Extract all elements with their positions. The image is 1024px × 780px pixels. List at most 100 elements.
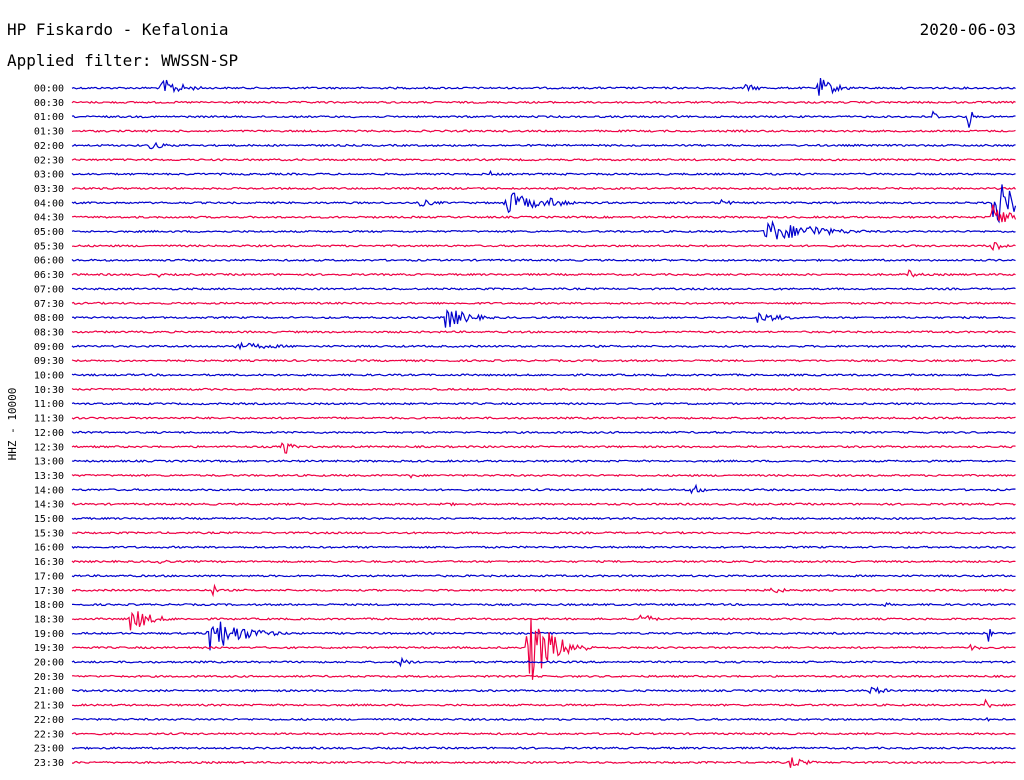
row-time-label: 18:00 [34, 600, 64, 611]
date-label: 2020-06-03 [920, 20, 1016, 39]
trace-line [71, 184, 1017, 224]
trace-line [71, 373, 1016, 377]
trace-line [71, 483, 1016, 495]
trace-line [71, 656, 1016, 668]
row-time-label: 05:00 [34, 227, 64, 238]
row-time-label: 11:00 [34, 399, 64, 410]
row-time-label: 22:00 [34, 715, 64, 726]
row-time-label: 08:30 [34, 327, 64, 338]
trace-line [71, 416, 1016, 420]
trace-line [71, 242, 1016, 252]
trace-line [71, 459, 1016, 463]
row-time-label: 12:00 [34, 428, 64, 439]
row-time-label: 11:30 [34, 414, 64, 425]
trace-line [71, 387, 1016, 392]
row-time-label: 18:30 [34, 614, 64, 625]
trace-line [71, 219, 1016, 240]
trace-line [71, 601, 1016, 608]
row-time-label: 00:00 [34, 84, 64, 95]
trace-line [71, 559, 1016, 565]
trace-line [71, 287, 1016, 291]
trace-line [71, 100, 1016, 105]
row-time-label: 16:30 [34, 557, 64, 568]
trace-line [71, 78, 1016, 96]
row-time-label: 09:30 [34, 356, 64, 367]
station-title: HP Fiskardo - Kefalonia [7, 20, 229, 39]
trace-line [71, 430, 1016, 435]
row-time-label: 15:30 [34, 528, 64, 539]
row-time-label: 10:00 [34, 371, 64, 382]
row-time-label: 19:00 [34, 629, 64, 640]
trace-line [71, 401, 1016, 406]
trace-line [71, 358, 1016, 363]
trace-line [71, 501, 1016, 507]
trace-line [71, 186, 1016, 191]
row-time-label: 04:00 [34, 198, 64, 209]
row-time-label: 20:00 [34, 658, 64, 669]
row-time-label: 05:30 [34, 241, 64, 252]
trace-line [71, 686, 1016, 695]
trace-line [71, 341, 1016, 351]
trace-line [71, 129, 1016, 133]
row-time-label: 20:30 [34, 672, 64, 683]
trace-line [71, 583, 1016, 598]
trace-line [71, 141, 1016, 150]
trace-line [71, 574, 1016, 578]
row-time-label: 14:30 [34, 500, 64, 511]
row-time-label: 14:00 [34, 485, 64, 496]
channel-axis-label: HHZ - 10000 [6, 388, 19, 461]
trace-line [71, 473, 1016, 479]
row-time-label: 02:30 [34, 155, 64, 166]
row-time-label: 01:00 [34, 112, 64, 123]
row-time-label: 06:30 [34, 270, 64, 281]
row-time-label: 00:30 [34, 98, 64, 109]
trace-line [71, 757, 1016, 768]
row-time-label: 03:30 [34, 184, 64, 195]
row-time-label: 03:00 [34, 170, 64, 181]
row-time-label: 21:00 [34, 686, 64, 697]
trace-line [71, 258, 1016, 262]
row-time-label: 10:30 [34, 385, 64, 396]
trace-line [71, 158, 1016, 162]
row-time-label: 12:30 [34, 442, 64, 453]
row-time-label: 17:30 [34, 586, 64, 597]
row-time-label: 07:00 [34, 284, 64, 295]
trace-line [71, 269, 1016, 278]
filter-label: Applied filter: WWSSN-SP [7, 51, 238, 70]
row-time-label: 23:00 [34, 744, 64, 755]
trace-line [71, 110, 1016, 128]
row-time-label: 06:00 [34, 256, 64, 267]
row-time-label: 21:30 [34, 701, 64, 712]
row-time-label: 23:30 [34, 758, 64, 769]
trace-line [71, 442, 1016, 454]
trace-line [71, 716, 1016, 722]
trace-line [71, 301, 1016, 306]
row-time-label: 01:30 [34, 127, 64, 138]
row-time-label: 02:00 [34, 141, 64, 152]
row-time-label: 13:30 [34, 471, 64, 482]
row-time-label: 19:30 [34, 643, 64, 654]
trace-line [71, 309, 1016, 328]
trace-line [71, 611, 1016, 631]
trace-line [71, 204, 1017, 223]
trace-line [71, 330, 1016, 334]
trace-line [71, 545, 1016, 549]
row-time-label: 15:00 [34, 514, 64, 525]
trace-line [71, 698, 1016, 709]
row-time-label: 22:30 [34, 729, 64, 740]
row-time-label: 07:30 [34, 299, 64, 310]
row-time-label: 09:00 [34, 342, 64, 353]
trace-line [71, 621, 1016, 651]
row-time-label: 16:00 [34, 543, 64, 554]
row-time-label: 13:00 [34, 457, 64, 468]
trace-line [71, 674, 1016, 679]
trace-line [71, 746, 1016, 750]
trace-line [71, 169, 1016, 176]
row-time-label: 08:00 [34, 313, 64, 324]
trace-line [71, 531, 1016, 535]
row-time-label: 17:00 [34, 571, 64, 582]
trace-line [71, 618, 1016, 680]
row-time-label: 04:30 [34, 213, 64, 224]
trace-line [71, 516, 1016, 521]
